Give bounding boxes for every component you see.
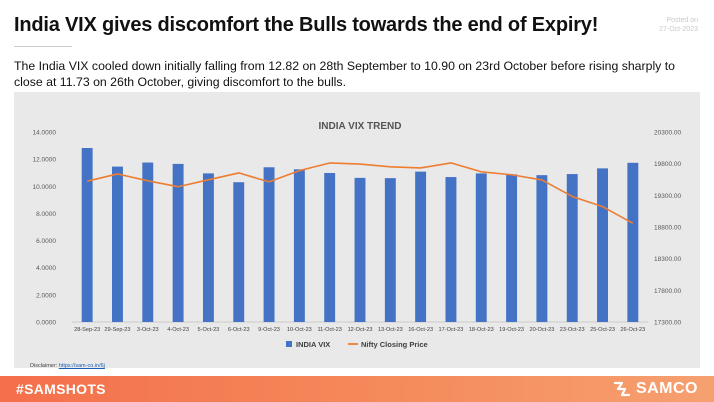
y-left-tick-label: 8.0000 bbox=[36, 211, 56, 218]
nifty-line bbox=[86, 162, 634, 225]
footer-bar: #SAMSHOTS SAMCO bbox=[0, 376, 714, 402]
disclaimer: Disclaimer: https://sam-co.in/6j bbox=[30, 363, 105, 369]
x-tick-label: 20-Oct-23 bbox=[529, 327, 554, 333]
x-tick-label: 13-Oct-23 bbox=[378, 327, 403, 333]
x-tick-label: 23-Oct-23 bbox=[560, 327, 585, 333]
x-tick-label: 12-Oct-23 bbox=[348, 327, 373, 333]
vix-bar bbox=[384, 178, 396, 322]
vix-bar bbox=[506, 174, 518, 322]
y-left-tick-label: 6.0000 bbox=[36, 238, 56, 245]
vix-bar bbox=[172, 163, 184, 322]
india-vix-chart: INDIA VIX TREND 0.0000 2.0000 4.0000 6.0000 8… bbox=[33, 121, 682, 349]
vix-bar bbox=[202, 173, 214, 322]
brand-logo: SAMCO bbox=[613, 380, 698, 398]
vix-bar bbox=[536, 175, 548, 322]
vix-bar bbox=[81, 148, 93, 322]
x-tick-label: 28-Sep-23 bbox=[74, 327, 100, 333]
x-tick-label: 3-Oct-23 bbox=[137, 327, 159, 333]
x-tick-label: 4-Oct-23 bbox=[167, 327, 189, 333]
hashtag-label: #SAMSHOTS bbox=[16, 381, 106, 397]
legend-label-nifty: Nifty Closing Price bbox=[361, 340, 428, 349]
posted-date: Posted on 27-Oct-2023 bbox=[659, 16, 698, 34]
vix-bar bbox=[142, 162, 154, 322]
x-tick-label: 26-Oct-23 bbox=[620, 327, 645, 333]
page-title: India VIX gives discomfort the Bulls tow… bbox=[14, 14, 599, 36]
vix-bar bbox=[475, 173, 487, 322]
x-tick-label: 16-Oct-23 bbox=[408, 327, 433, 333]
x-tick-label: 9-Oct-23 bbox=[258, 327, 280, 333]
vix-bar bbox=[233, 182, 245, 322]
y-right-tick-label: 18800.00 bbox=[654, 225, 681, 232]
vix-bar bbox=[445, 177, 457, 322]
posted-label: Posted on bbox=[666, 17, 698, 24]
y-right-tick-label: 18300.00 bbox=[654, 256, 681, 263]
vix-bar bbox=[627, 162, 639, 322]
vix-bar bbox=[597, 168, 608, 322]
vix-bar bbox=[293, 169, 305, 322]
vix-bar bbox=[263, 167, 275, 322]
y-left-tick-label: 4.0000 bbox=[36, 265, 56, 272]
y-right-tick-label: 19300.00 bbox=[654, 193, 681, 200]
posted-date-value: 27-Oct-2023 bbox=[659, 26, 698, 33]
legend-swatch-vix bbox=[286, 341, 292, 347]
disclaimer-label: Disclaimer: bbox=[30, 363, 58, 369]
x-tick-label: 6-Oct-23 bbox=[228, 327, 250, 333]
samco-logo-icon bbox=[613, 381, 631, 397]
x-tick-label: 11-Oct-23 bbox=[317, 327, 341, 333]
y-right-tick-label: 20300.00 bbox=[654, 130, 681, 137]
chart-panel: INDIA VIX TREND 0.0000 2.0000 4.0000 6.0000 8… bbox=[14, 92, 700, 368]
x-tick-label: 18-Oct-23 bbox=[469, 327, 494, 333]
disclaimer-link[interactable]: https://sam-co.in/6j bbox=[58, 363, 105, 369]
y-left-tick-label: 14.0000 bbox=[33, 130, 57, 137]
x-tick-label: 17-Oct-23 bbox=[439, 327, 464, 333]
y-right-tick-label: 17800.00 bbox=[654, 288, 681, 295]
vix-bar bbox=[415, 171, 427, 322]
y-right-tick-label: 17300.00 bbox=[654, 320, 681, 327]
x-tick-label: 25-Oct-23 bbox=[590, 327, 615, 333]
description-text: The India VIX cooled down initially fall… bbox=[14, 59, 676, 89]
x-tick-label: 29-Sep-23 bbox=[104, 327, 130, 333]
y-left-tick-label: 12.0000 bbox=[33, 157, 57, 164]
x-tick-label: 19-Oct-23 bbox=[499, 327, 524, 333]
y-left-tick-label: 2.0000 bbox=[36, 292, 56, 299]
vix-bar bbox=[566, 174, 578, 322]
vix-bar bbox=[112, 166, 123, 322]
title-divider bbox=[14, 46, 72, 47]
legend-label-vix: INDIA VIX bbox=[296, 340, 330, 349]
vix-bar bbox=[324, 172, 336, 322]
x-tick-label: 5-Oct-23 bbox=[198, 327, 220, 333]
brand-name: SAMCO bbox=[635, 380, 698, 397]
y-left-tick-label: 0.0000 bbox=[36, 320, 56, 327]
x-tick-label: 10-Oct-23 bbox=[287, 327, 312, 333]
vix-bar bbox=[354, 177, 366, 322]
y-right-tick-label: 19800.00 bbox=[654, 161, 681, 168]
chart-title: INDIA VIX TREND bbox=[319, 121, 402, 132]
y-left-tick-label: 10.0000 bbox=[33, 184, 57, 191]
